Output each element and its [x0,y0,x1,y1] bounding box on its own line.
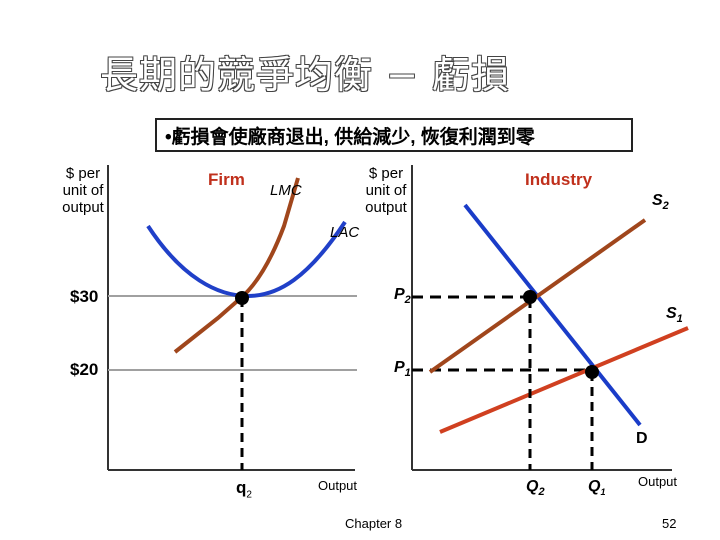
s2-label: S2 [652,192,669,213]
bullet-text: •虧損會使廠商退出, 供給減少, 恢復利潤到零 [155,118,633,152]
industry-x-axis-label: Output [638,474,678,489]
lac-curve [146,220,347,299]
firm-y-axis-label: $ per unit of output [62,165,104,216]
chapter-footer: Chapter 8 [345,516,403,531]
industry-equilibrium-p2 [523,290,537,304]
p1-label: P1 [394,359,411,380]
slide-title: 長期的競爭均衡 − 虧損 [100,53,510,97]
industry-y-axis-label: $ per unit of output [365,165,407,216]
q2-firm-label: q2 [236,478,252,501]
price-20-label: $20 [70,360,99,379]
q1-industry-label: Q1 [588,478,606,498]
s2-supply-curve [428,218,647,374]
s1-label: S1 [666,305,683,326]
lac-label: LAC [330,224,360,241]
industry-equilibrium-p1 [585,365,599,379]
price-30-label: $30 [70,287,99,306]
q2-industry-label: Q2 [526,478,545,499]
industry-header: Industry [525,170,593,189]
firm-equilibrium-point [235,291,249,305]
page-number: 52 [662,516,677,531]
demand-label: D [636,430,648,447]
s1-supply-curve [439,326,689,434]
lmc-label: LMC [270,182,302,199]
firm-header: Firm [208,170,245,189]
p2-label: P2 [394,286,411,307]
demand-curve [463,203,642,427]
firm-x-axis-label: Output [318,478,358,493]
lmc-curve [173,177,300,354]
